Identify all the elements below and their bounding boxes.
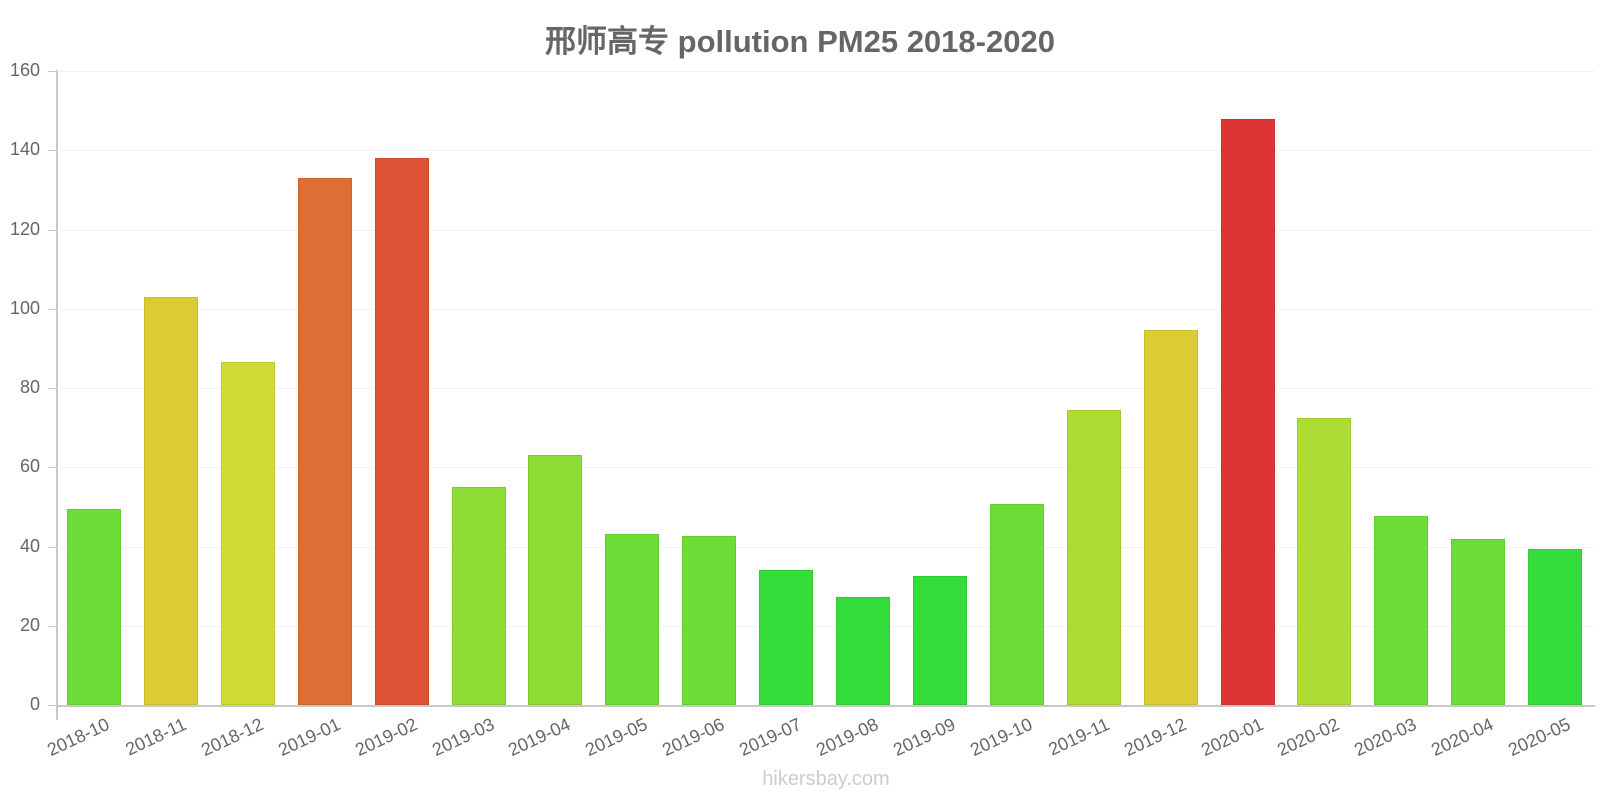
y-tick-label: 120 [9, 218, 40, 239]
x-tick-label: 2020-03 [1351, 714, 1420, 761]
bar-2019-02[interactable] [374, 158, 429, 705]
watermark: hikersbay.com [762, 768, 890, 790]
bar-2019-07[interactable] [759, 570, 814, 705]
x-tick-label: 2019-12 [1120, 714, 1190, 761]
y-tick-mark [48, 625, 57, 627]
x-axis [56, 705, 1595, 707]
gridline [57, 388, 1595, 389]
bar-2019-08[interactable] [836, 596, 890, 705]
y-tick-mark [48, 71, 57, 72]
gridline [57, 546, 1595, 548]
x-tick-label: 2020-01 [1197, 714, 1266, 761]
x-tick-label: 2019-11 [1045, 714, 1113, 760]
bar-2018-12[interactable] [220, 361, 275, 705]
bar-2019-04[interactable] [528, 455, 583, 705]
bar-2019-05[interactable] [605, 534, 660, 705]
bar-2019-10[interactable] [989, 503, 1044, 705]
gridline [57, 308, 1595, 310]
x-tick-label: 2019-03 [428, 714, 497, 761]
x-tick-label: 2019-08 [813, 714, 882, 761]
y-tick-label: 20 [19, 614, 40, 635]
y-tick-mark [48, 388, 57, 389]
y-tick-label: 140 [9, 139, 40, 160]
y-tick-mark [48, 308, 57, 310]
y-tick-label: 160 [9, 60, 40, 80]
x-tick-label: 2018-12 [197, 714, 267, 761]
x-tick-label: 2018-10 [44, 714, 113, 761]
x-tick-label: 2019-02 [351, 714, 421, 761]
y-tick-mark [48, 467, 57, 469]
y-tick-mark [48, 546, 57, 548]
x-tick-label: 2020-02 [1274, 714, 1343, 761]
x-tick-label: 2019-04 [505, 714, 574, 761]
bar-2019-06[interactable] [682, 535, 737, 705]
bar-2019-11[interactable] [1066, 410, 1121, 705]
gridline [57, 467, 1595, 469]
x-tick-label: 2019-09 [890, 714, 959, 761]
x-tick-label: 2020-05 [1505, 714, 1574, 761]
bar-2020-05[interactable] [1528, 549, 1583, 705]
gridline [57, 150, 1595, 152]
x-tick-label: 2018-11 [122, 714, 190, 760]
x-tick-label: 2020-04 [1428, 714, 1497, 761]
y-tick-label: 100 [9, 297, 40, 318]
bar-2019-03[interactable] [451, 486, 506, 705]
y-tick-mark [48, 705, 57, 706]
y-tick-mark [48, 150, 57, 152]
x-tick-label: 2019-07 [736, 714, 805, 761]
y-tick-mark [48, 229, 57, 231]
bar-2020-04[interactable] [1451, 539, 1506, 705]
x-tick-label: 2019-01 [274, 714, 344, 761]
y-tick-label: 80 [19, 377, 40, 397]
bar-2020-01[interactable] [1220, 118, 1275, 705]
bar-2020-03[interactable] [1374, 515, 1429, 705]
gridline [57, 625, 1595, 627]
bar-2018-10[interactable] [67, 509, 121, 705]
bar-2020-02[interactable] [1297, 417, 1352, 705]
y-axis [56, 70, 58, 720]
bar-2018-11[interactable] [143, 296, 198, 705]
bar-2019-01[interactable] [297, 177, 352, 705]
x-tick-label: 2019-10 [966, 714, 1036, 761]
x-tick-label: 2019-06 [659, 714, 728, 761]
gridline [57, 71, 1595, 72]
x-tick-label: 2019-05 [582, 714, 651, 761]
y-tick-label: 60 [19, 456, 40, 477]
y-tick-label: 40 [19, 535, 40, 556]
gridline [57, 229, 1595, 231]
y-tick-label: 0 [29, 694, 40, 714]
bar-2019-09[interactable] [912, 575, 967, 705]
bar-2019-12[interactable] [1143, 330, 1198, 705]
chart-title: 邢师高专 pollution PM25 2018-2020 [545, 24, 1055, 59]
